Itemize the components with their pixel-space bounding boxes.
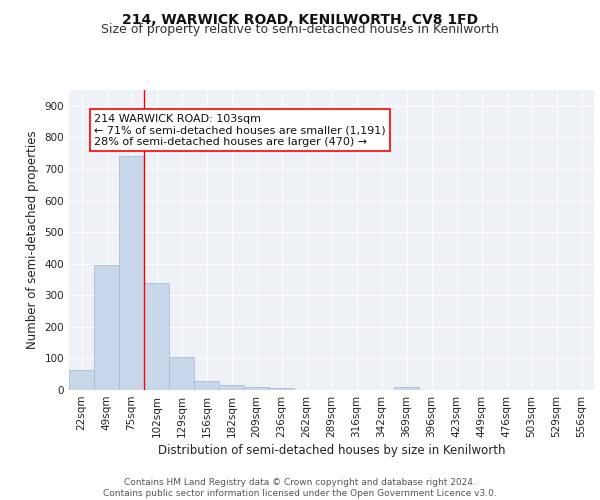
Bar (194, 381, 219, 390)
Bar (94, 264, 119, 390)
Bar (244, 387, 269, 390)
Bar (144, 284, 169, 390)
Text: 214, WARWICK ROAD, KENILWORTH, CV8 1FD: 214, WARWICK ROAD, KENILWORTH, CV8 1FD (122, 12, 478, 26)
Bar (269, 388, 294, 390)
Y-axis label: Number of semi-detached properties: Number of semi-detached properties (26, 130, 39, 350)
Bar (394, 388, 419, 390)
Text: 214 WARWICK ROAD: 103sqm
← 71% of semi-detached houses are smaller (1,191)
28% o: 214 WARWICK ROAD: 103sqm ← 71% of semi-d… (94, 114, 386, 147)
Bar (169, 357, 194, 390)
Bar (119, 156, 144, 390)
Text: Size of property relative to semi-detached houses in Kenilworth: Size of property relative to semi-detach… (101, 22, 499, 36)
X-axis label: Distribution of semi-detached houses by size in Kenilworth: Distribution of semi-detached houses by … (158, 444, 505, 457)
Bar (69, 370, 94, 390)
Bar (219, 384, 244, 390)
Text: Contains HM Land Registry data © Crown copyright and database right 2024.
Contai: Contains HM Land Registry data © Crown c… (103, 478, 497, 498)
